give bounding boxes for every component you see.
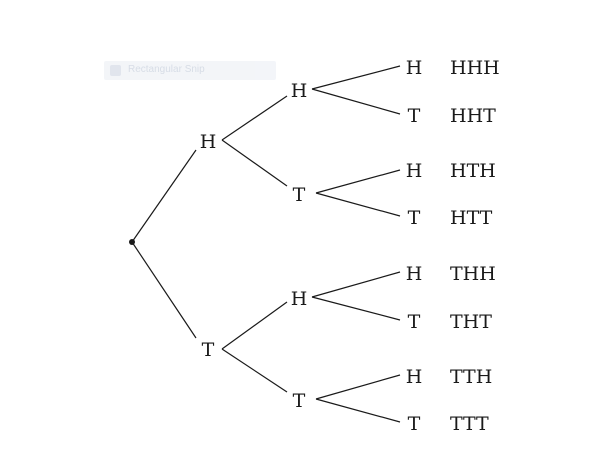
edge-ht-hth — [315, 169, 401, 194]
edge-th-thh — [311, 271, 401, 298]
outcome-tth: TTH — [450, 366, 492, 388]
outcome-hht: HHT — [450, 105, 496, 127]
edge-h-hh — [221, 95, 288, 141]
edge-th-tht — [311, 296, 401, 321]
node-label-thh: H — [406, 263, 423, 285]
edge-t-th — [221, 301, 288, 350]
edge-root-h — [131, 149, 197, 243]
node-label-hth: H — [406, 160, 423, 182]
edge-hh-hht — [311, 88, 401, 115]
node-label-tt: T — [293, 390, 306, 412]
scissors-icon — [110, 65, 121, 76]
node-label-ttt: T — [408, 413, 421, 435]
edge-t-tt — [221, 348, 288, 393]
root-node — [129, 239, 135, 245]
node-label-hhh: H — [406, 57, 423, 79]
edge-ht-htt — [315, 192, 401, 217]
snip-tooltip: Rectangular Snip — [104, 61, 276, 80]
outcome-ttt: TTT — [450, 413, 489, 435]
outcome-htt: HTT — [450, 207, 493, 229]
outcome-hth: HTH — [450, 160, 496, 182]
node-label-tht: T — [408, 311, 421, 333]
edge-tt-tth — [315, 374, 401, 400]
node-label-htt: T — [408, 207, 421, 229]
outcome-thh: THH — [450, 263, 496, 285]
node-label-hht: T — [408, 105, 421, 127]
edge-root-t — [131, 241, 197, 339]
outcome-tht: THT — [450, 311, 492, 333]
node-label-tth: H — [406, 366, 423, 388]
node-label-t: T — [202, 339, 215, 361]
outcome-hhh: HHH — [450, 57, 500, 79]
node-label-th: H — [291, 288, 308, 310]
node-label-hh: H — [291, 80, 308, 102]
edge-hh-hhh — [311, 65, 401, 90]
edge-tt-ttt — [315, 398, 401, 423]
node-label-ht: T — [293, 184, 306, 206]
edge-h-ht — [221, 139, 288, 187]
node-label-h: H — [200, 131, 217, 153]
snip-tooltip-text: Rectangular Snip — [128, 64, 205, 75]
